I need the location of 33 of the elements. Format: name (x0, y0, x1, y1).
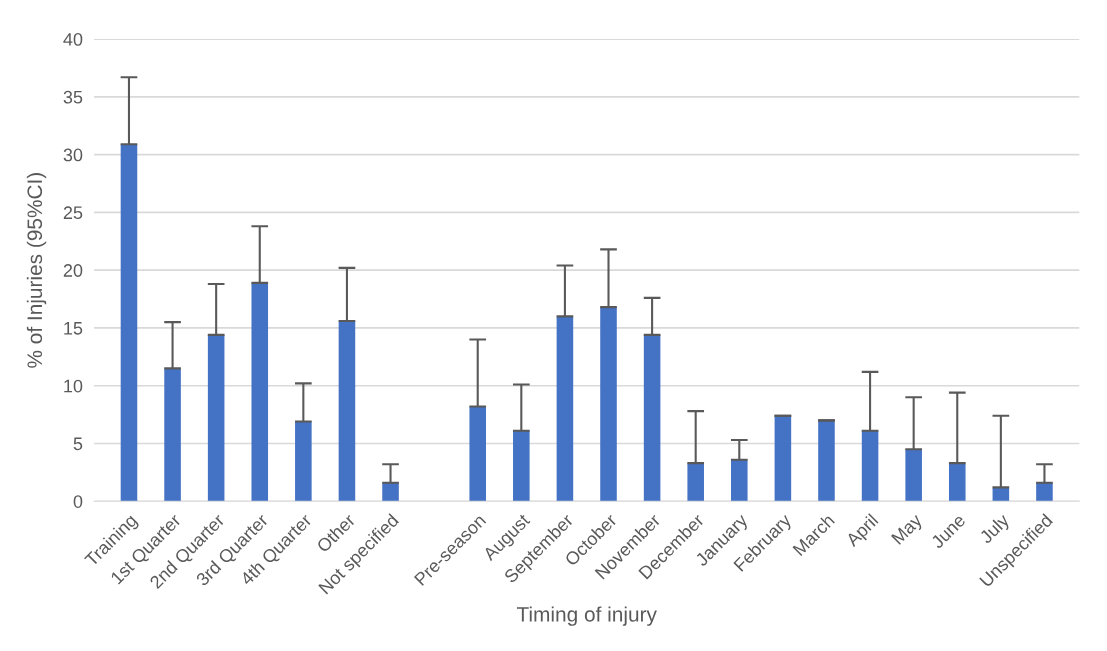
bar (774, 415, 792, 502)
bar (731, 459, 748, 502)
bar (687, 463, 704, 502)
bar (120, 144, 138, 502)
bar (469, 406, 487, 502)
y-tick-label: 40 (63, 32, 83, 46)
y-tick-label: 15 (64, 322, 83, 335)
bar (861, 430, 879, 502)
bar (992, 487, 1010, 502)
bar (513, 430, 530, 502)
x-tick-label: May (891, 512, 926, 548)
bar (556, 316, 574, 502)
y-tick-label: 35 (63, 90, 83, 104)
bar (600, 307, 617, 502)
bar (338, 321, 356, 502)
x-axis-title: Timing of injury (516, 606, 657, 626)
bar (948, 463, 966, 502)
y-axis-title: % of Injuries (95%CI) (26, 173, 47, 368)
bar (1036, 482, 1053, 502)
y-tick-label: 25 (63, 206, 83, 220)
bar (382, 482, 399, 502)
bar (207, 334, 225, 502)
bar (251, 282, 269, 502)
y-tick-label: 5 (73, 437, 83, 451)
bar (164, 368, 181, 502)
bar (643, 334, 661, 502)
bar (905, 449, 922, 502)
y-tick-label: 30 (63, 148, 83, 162)
y-tick-label: 10 (64, 379, 83, 393)
bar (818, 420, 835, 502)
y-tick-label: 0 (73, 495, 83, 508)
y-tick-label: 20 (63, 264, 83, 277)
bar (295, 421, 312, 502)
